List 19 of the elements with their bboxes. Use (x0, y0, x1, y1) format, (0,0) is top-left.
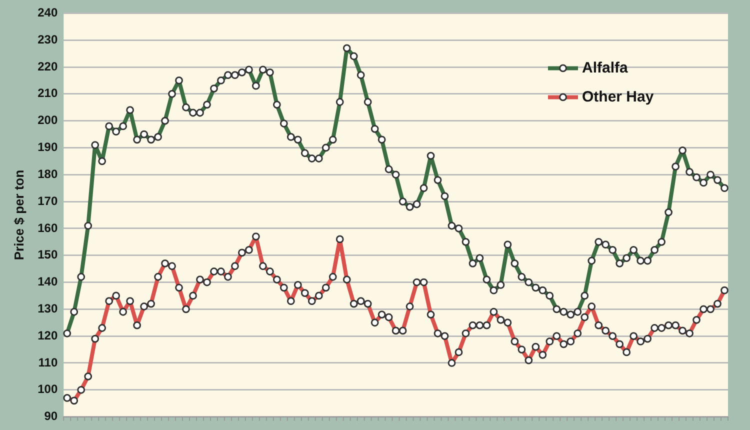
legend-label: Other Hay (582, 88, 654, 106)
y-tick-label: 200 (38, 113, 58, 128)
y-tick-label: 190 (38, 140, 58, 154)
y-tick-label: 150 (38, 248, 58, 262)
y-tick-label: 240 (38, 6, 58, 20)
y-tick-label: 90 (44, 409, 58, 424)
y-tick-label: 100 (38, 382, 58, 396)
y-tick-label: 210 (38, 86, 58, 100)
y-axis-title: Price $ per ton (11, 170, 26, 260)
y-tick-label: 230 (38, 32, 58, 46)
y-tick-label: 140 (38, 274, 58, 289)
y-tick-label: 120 (38, 328, 58, 342)
y-tick-label: 220 (38, 59, 58, 74)
legend-label: Alfalfa (582, 59, 628, 76)
y-tick-label: 110 (38, 355, 58, 370)
y-tick-label: 170 (38, 194, 58, 208)
y-tick-label: 160 (38, 220, 58, 235)
y-tick-label: 130 (38, 301, 58, 316)
y-tick-label: 180 (38, 166, 58, 181)
